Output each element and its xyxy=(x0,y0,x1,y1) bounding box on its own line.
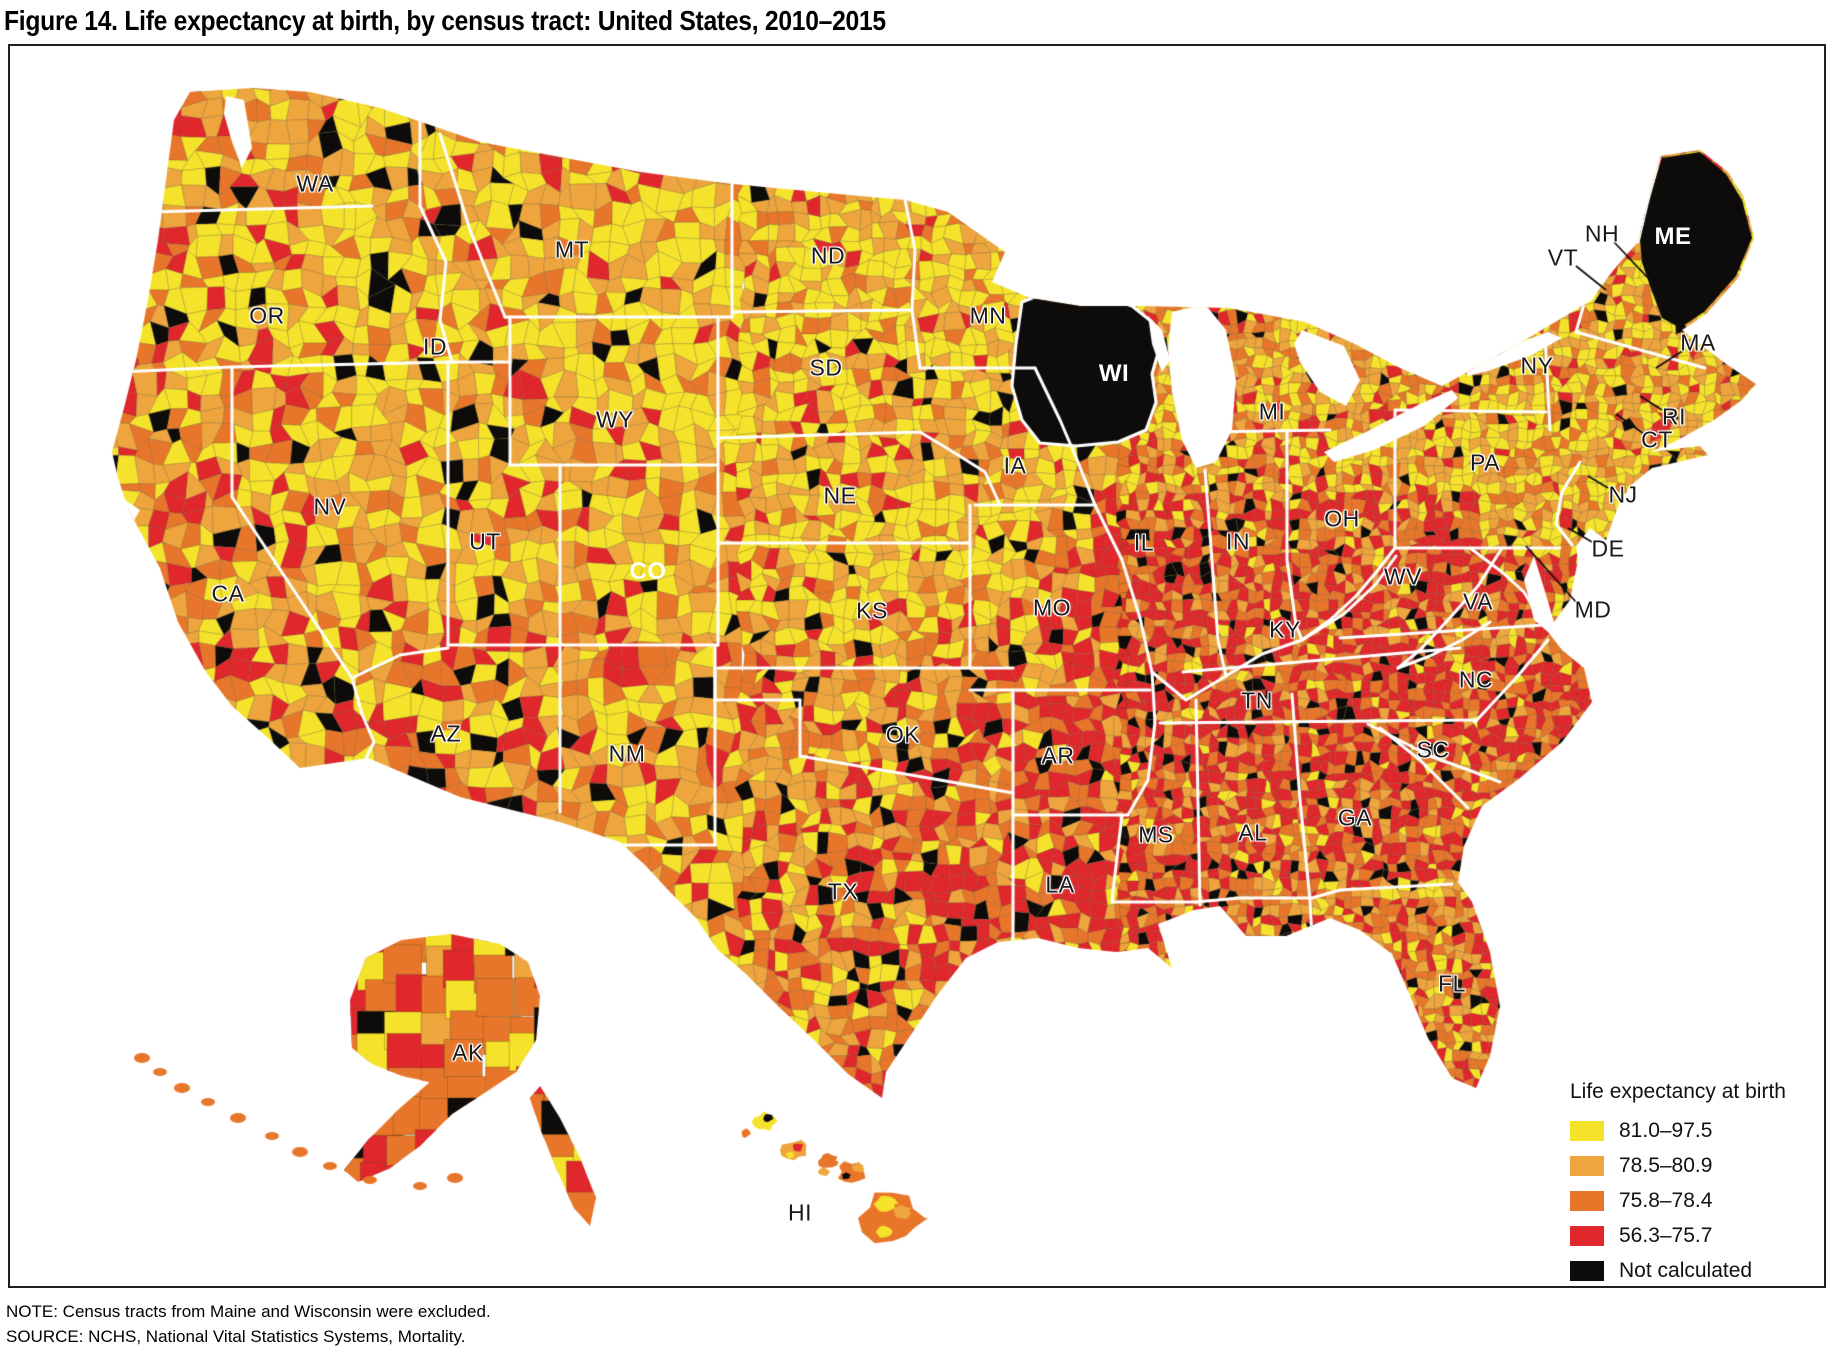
legend-label-1: 78.5–80.9 xyxy=(1619,1154,1713,1177)
legend-label-0: 81.0–97.5 xyxy=(1619,1119,1713,1142)
legend-item-3: 56.3–75.7 xyxy=(1570,1224,1786,1248)
legend-swatch-2 xyxy=(1570,1191,1604,1211)
figure-title: Figure 14. Life expectancy at birth, by … xyxy=(4,5,886,36)
legend-item-2: 75.8–78.4 xyxy=(1570,1189,1786,1213)
legend-item-4: Not calculated xyxy=(1570,1259,1786,1283)
legend-title: Life expectancy at birth xyxy=(1570,1080,1786,1103)
legend-swatch-0 xyxy=(1570,1121,1604,1141)
legend-swatch-3 xyxy=(1570,1226,1604,1246)
figure-notes: NOTE: Census tracts from Maine and Wisco… xyxy=(6,1299,491,1349)
legend-item-1: 78.5–80.9 xyxy=(1570,1154,1786,1178)
legend-items: 81.0–97.5 78.5–80.9 75.8–78.4 56.3–75.7 Not … xyxy=(1570,1119,1786,1283)
legend-label-3: 56.3–75.7 xyxy=(1619,1224,1713,1247)
legend-swatch-1 xyxy=(1570,1156,1604,1176)
map-panel: WA OR CA NV ID MT WY UT CO AZ NM ND SD NE KS OK TX MN IA MO… xyxy=(8,44,1826,1288)
map-legend: Life expectancy at birth 81.0–97.5 78.5–8… xyxy=(1570,1080,1786,1294)
source-line: SOURCE: NCHS, National Vital Statistics … xyxy=(6,1327,466,1346)
legend-label-2: 75.8–78.4 xyxy=(1619,1189,1713,1212)
legend-label-4: Not calculated xyxy=(1619,1259,1753,1282)
us-census-tract-map xyxy=(10,46,1824,1286)
note-line: NOTE: Census tracts from Maine and Wisco… xyxy=(6,1302,491,1321)
legend-item-0: 81.0–97.5 xyxy=(1570,1119,1786,1143)
legend-swatch-4 xyxy=(1570,1261,1604,1281)
